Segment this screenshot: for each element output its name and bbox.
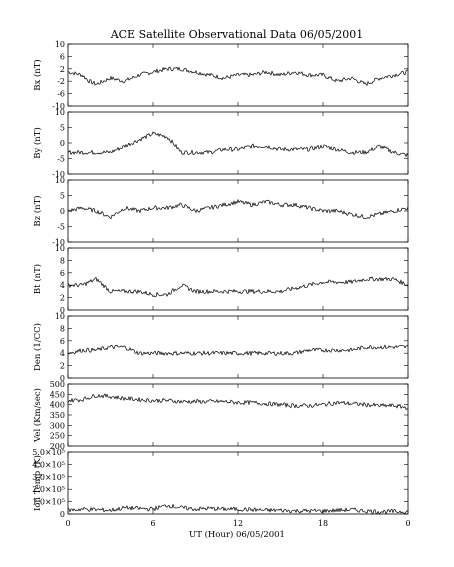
x-axis-group: 0 6 12 18 0 — [65, 519, 410, 528]
y-tick-label: 10 — [55, 176, 65, 185]
y-tick-label: 5 — [60, 192, 65, 201]
panel-frame — [67, 43, 409, 107]
y-tick-label: -10 — [52, 170, 65, 179]
y-tick-label: 4 — [60, 349, 65, 358]
y-tick-label: 0 — [60, 510, 65, 519]
y-tick-label: 400 — [50, 401, 65, 410]
panel-frame — [67, 111, 409, 175]
panel-frame — [67, 451, 409, 515]
series-line — [67, 131, 409, 157]
series-line — [67, 344, 409, 356]
y-tick-label: -6 — [57, 90, 65, 99]
panel-frame — [67, 383, 409, 447]
y-tick-label: 250 — [50, 432, 65, 441]
x-tick-label: 0 — [65, 519, 70, 528]
y-tick-label: 300 — [50, 421, 65, 430]
panel-4: 10 8 6 4 2 0 Bt (nT) — [32, 244, 409, 315]
y-tick-label: 0 — [60, 374, 65, 383]
figure-title: ACE Satellite Observational Data 06/05/2… — [110, 28, 364, 41]
panel-7: 5.0×10⁵ 4.0×10⁵ 3.0×10⁵ 2.0×10⁵ 1.0×10⁵ 0 Ion … — [32, 448, 409, 519]
series-line — [67, 504, 409, 515]
y-tick-label: 500 — [50, 380, 65, 389]
panel-1: 10 6 2 -2 -6 -10 Bx (nT) — [32, 40, 409, 111]
x-axis-title: UT (Hour) 06/05/2001 — [189, 529, 285, 540]
y-tick-label: 2 — [60, 362, 65, 371]
y-tick-label: 10 — [55, 40, 65, 49]
series-line — [67, 199, 409, 220]
y-tick-label: 10 — [55, 108, 65, 117]
y-axis-title: Vel (Km/sec) — [32, 388, 43, 443]
y-tick-label: 200 — [50, 442, 65, 451]
panels-group: 10 6 2 -2 -6 -10 Bx (nT) 10 5 0 -5 -10 By (nT) 10 5 0 -5… — [32, 40, 409, 519]
y-tick-label: -5 — [57, 223, 65, 232]
panel-frame — [67, 179, 409, 243]
y-tick-label: 1.0×10⁵ — [32, 498, 65, 507]
y-tick-label: 5 — [60, 124, 65, 133]
y-tick-label: 2 — [60, 294, 65, 303]
y-axis-title: Bz (nT) — [32, 195, 43, 226]
panel-3: 10 5 0 -5 -10 Bz (nT) — [32, 176, 409, 247]
y-axis-title: Bt (nT) — [32, 264, 43, 294]
y-tick-label: 10 — [55, 244, 65, 253]
y-tick-label: 5.0×10⁵ — [32, 448, 65, 457]
panel-frame — [67, 247, 409, 311]
y-tick-label: 6 — [60, 52, 65, 61]
x-tick-label: 12 — [233, 519, 243, 528]
y-tick-label: -2 — [57, 77, 65, 86]
panel-2: 10 5 0 -5 -10 By (nT) — [32, 108, 409, 179]
y-tick-label: 350 — [50, 411, 65, 420]
y-axis-title: By (nT) — [32, 127, 43, 159]
panel-5: 10 8 6 4 2 0 Den (1/CC) — [32, 312, 409, 383]
y-tick-label: 0 — [60, 139, 65, 148]
y-tick-label: 2.0×10⁵ — [32, 485, 65, 494]
x-tick-label: 6 — [150, 519, 155, 528]
series-line — [68, 66, 409, 86]
y-tick-label: -5 — [57, 155, 65, 164]
x-tick-label: 0 — [405, 519, 410, 528]
x-tick-label: 18 — [318, 519, 328, 528]
y-tick-label: 0 — [60, 306, 65, 315]
y-tick-label: -10 — [52, 238, 65, 247]
y-tick-label: 6 — [60, 337, 65, 346]
y-tick-label: 10 — [55, 312, 65, 321]
y-tick-label: 2 — [60, 65, 65, 74]
y-tick-label: 3.0×10⁵ — [32, 473, 65, 482]
y-axis-title: Den (1/CC) — [32, 323, 43, 371]
y-tick-label: 4.0×10⁵ — [32, 460, 65, 469]
series-line — [67, 276, 409, 297]
y-tick-label: 450 — [50, 390, 65, 399]
y-tick-label: 8 — [60, 256, 65, 265]
series-line — [67, 393, 409, 410]
y-tick-label: -10 — [52, 102, 65, 111]
y-tick-label: 4 — [60, 281, 65, 290]
y-tick-label: 8 — [60, 324, 65, 333]
y-tick-label: 0 — [60, 207, 65, 216]
y-axis-title: Ion Temp (K) — [32, 455, 43, 511]
y-tick-label: 6 — [60, 269, 65, 278]
y-axis-title: Bx (nT) — [32, 59, 43, 91]
